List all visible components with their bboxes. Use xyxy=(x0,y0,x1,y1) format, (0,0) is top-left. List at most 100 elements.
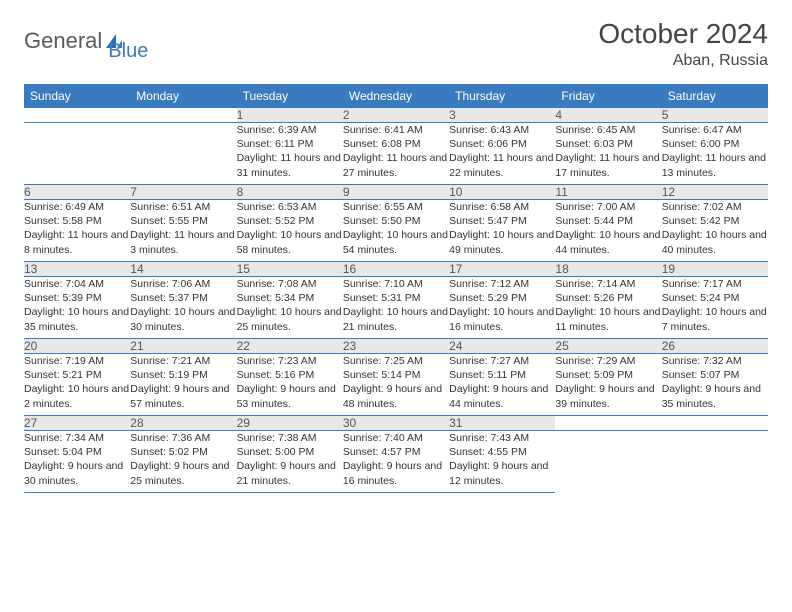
sunrise-line: Sunrise: 6:47 AM xyxy=(662,123,768,137)
day-number-cell: 26 xyxy=(662,339,768,354)
sunrise-line: Sunrise: 6:39 AM xyxy=(237,123,343,137)
sunset-line: Sunset: 5:16 PM xyxy=(237,368,343,382)
day-number-cell: 16 xyxy=(343,262,449,277)
day-number-cell: 4 xyxy=(555,108,661,123)
day-number-row: 2728293031 xyxy=(24,416,768,431)
sunrise-line: Sunrise: 6:43 AM xyxy=(449,123,555,137)
sunset-line: Sunset: 5:37 PM xyxy=(130,291,236,305)
sunrise-line: Sunrise: 7:02 AM xyxy=(662,200,768,214)
daylight-line: Daylight: 10 hours and 7 minutes. xyxy=(662,305,768,333)
day-content-cell: Sunrise: 7:40 AMSunset: 4:57 PMDaylight:… xyxy=(343,431,449,493)
day-number-cell: 1 xyxy=(237,108,343,123)
day-number-cell: 10 xyxy=(449,185,555,200)
sunset-line: Sunset: 6:00 PM xyxy=(662,137,768,151)
sunset-line: Sunset: 6:11 PM xyxy=(237,137,343,151)
daylight-line: Daylight: 11 hours and 27 minutes. xyxy=(343,151,449,179)
day-content-cell: Sunrise: 6:39 AMSunset: 6:11 PMDaylight:… xyxy=(237,123,343,185)
day-content-cell: Sunrise: 7:02 AMSunset: 5:42 PMDaylight:… xyxy=(662,200,768,262)
sunset-line: Sunset: 5:52 PM xyxy=(237,214,343,228)
sunset-line: Sunset: 5:24 PM xyxy=(662,291,768,305)
daylight-line: Daylight: 9 hours and 25 minutes. xyxy=(130,459,236,487)
daylight-line: Daylight: 9 hours and 44 minutes. xyxy=(449,382,555,410)
sunrise-line: Sunrise: 6:51 AM xyxy=(130,200,236,214)
day-number-cell: 18 xyxy=(555,262,661,277)
day-content-cell xyxy=(24,123,130,185)
day-content-cell xyxy=(662,431,768,493)
weekday-header: Friday xyxy=(555,84,661,108)
day-number-cell xyxy=(662,416,768,431)
daylight-line: Daylight: 11 hours and 31 minutes. xyxy=(237,151,343,179)
weekday-header-row: SundayMondayTuesdayWednesdayThursdayFrid… xyxy=(24,84,768,108)
daylight-line: Daylight: 11 hours and 3 minutes. xyxy=(130,228,236,256)
weekday-header: Tuesday xyxy=(237,84,343,108)
sunrise-line: Sunrise: 7:29 AM xyxy=(555,354,661,368)
sunset-line: Sunset: 4:55 PM xyxy=(449,445,555,459)
day-number-cell: 15 xyxy=(237,262,343,277)
daylight-line: Daylight: 11 hours and 8 minutes. xyxy=(24,228,130,256)
daylight-line: Daylight: 10 hours and 54 minutes. xyxy=(343,228,449,256)
day-number-cell: 11 xyxy=(555,185,661,200)
calendar-table: SundayMondayTuesdayWednesdayThursdayFrid… xyxy=(24,84,768,493)
sunset-line: Sunset: 5:04 PM xyxy=(24,445,130,459)
sunset-line: Sunset: 5:11 PM xyxy=(449,368,555,382)
sunset-line: Sunset: 4:57 PM xyxy=(343,445,449,459)
daylight-line: Daylight: 9 hours and 30 minutes. xyxy=(24,459,130,487)
day-number-cell: 5 xyxy=(662,108,768,123)
day-content-cell: Sunrise: 7:27 AMSunset: 5:11 PMDaylight:… xyxy=(449,354,555,416)
daylight-line: Daylight: 9 hours and 57 minutes. xyxy=(130,382,236,410)
calendar-body: 12345 Sunrise: 6:39 AMSunset: 6:11 PMDay… xyxy=(24,108,768,493)
sunrise-line: Sunrise: 7:10 AM xyxy=(343,277,449,291)
day-content-cell: Sunrise: 6:47 AMSunset: 6:00 PMDaylight:… xyxy=(662,123,768,185)
daylight-line: Daylight: 9 hours and 16 minutes. xyxy=(343,459,449,487)
sunrise-line: Sunrise: 7:27 AM xyxy=(449,354,555,368)
daylight-line: Daylight: 10 hours and 2 minutes. xyxy=(24,382,130,410)
day-content-cell: Sunrise: 6:51 AMSunset: 5:55 PMDaylight:… xyxy=(130,200,236,262)
day-content-cell: Sunrise: 7:12 AMSunset: 5:29 PMDaylight:… xyxy=(449,277,555,339)
day-content-cell: Sunrise: 7:34 AMSunset: 5:04 PMDaylight:… xyxy=(24,431,130,493)
sunrise-line: Sunrise: 7:12 AM xyxy=(449,277,555,291)
sunset-line: Sunset: 5:29 PM xyxy=(449,291,555,305)
logo-text-blue: Blue xyxy=(108,40,148,63)
weekday-header: Saturday xyxy=(662,84,768,108)
daylight-line: Daylight: 10 hours and 49 minutes. xyxy=(449,228,555,256)
sunset-line: Sunset: 5:55 PM xyxy=(130,214,236,228)
day-content-cell: Sunrise: 6:49 AMSunset: 5:58 PMDaylight:… xyxy=(24,200,130,262)
daylight-line: Daylight: 9 hours and 21 minutes. xyxy=(237,459,343,487)
day-number-row: 6789101112 xyxy=(24,185,768,200)
sunrise-line: Sunrise: 7:06 AM xyxy=(130,277,236,291)
sunrise-line: Sunrise: 7:25 AM xyxy=(343,354,449,368)
day-content-cell: Sunrise: 7:17 AMSunset: 5:24 PMDaylight:… xyxy=(662,277,768,339)
day-number-cell: 28 xyxy=(130,416,236,431)
sunset-line: Sunset: 5:42 PM xyxy=(662,214,768,228)
daylight-line: Daylight: 11 hours and 13 minutes. xyxy=(662,151,768,179)
daylight-line: Daylight: 9 hours and 39 minutes. xyxy=(555,382,661,410)
day-number-cell: 20 xyxy=(24,339,130,354)
day-content-cell: Sunrise: 7:32 AMSunset: 5:07 PMDaylight:… xyxy=(662,354,768,416)
day-content-cell: Sunrise: 7:14 AMSunset: 5:26 PMDaylight:… xyxy=(555,277,661,339)
logo: General Blue xyxy=(24,18,148,63)
day-number-cell: 30 xyxy=(343,416,449,431)
day-content-cell: Sunrise: 6:45 AMSunset: 6:03 PMDaylight:… xyxy=(555,123,661,185)
sunrise-line: Sunrise: 7:34 AM xyxy=(24,431,130,445)
sunrise-line: Sunrise: 7:23 AM xyxy=(237,354,343,368)
day-number-cell: 9 xyxy=(343,185,449,200)
day-number-cell: 8 xyxy=(237,185,343,200)
sunrise-line: Sunrise: 6:53 AM xyxy=(237,200,343,214)
day-number-cell: 13 xyxy=(24,262,130,277)
title-block: October 2024 Aban, Russia xyxy=(598,18,768,70)
sunset-line: Sunset: 5:00 PM xyxy=(237,445,343,459)
sunrise-line: Sunrise: 7:40 AM xyxy=(343,431,449,445)
day-content-cell: Sunrise: 7:29 AMSunset: 5:09 PMDaylight:… xyxy=(555,354,661,416)
day-number-row: 12345 xyxy=(24,108,768,123)
day-number-cell: 2 xyxy=(343,108,449,123)
sunrise-line: Sunrise: 6:49 AM xyxy=(24,200,130,214)
day-content-cell: Sunrise: 7:19 AMSunset: 5:21 PMDaylight:… xyxy=(24,354,130,416)
sunset-line: Sunset: 5:02 PM xyxy=(130,445,236,459)
day-content-cell: Sunrise: 6:43 AMSunset: 6:06 PMDaylight:… xyxy=(449,123,555,185)
day-number-cell: 7 xyxy=(130,185,236,200)
day-number-cell xyxy=(555,416,661,431)
page-title: October 2024 xyxy=(598,18,768,50)
sunrise-line: Sunrise: 7:00 AM xyxy=(555,200,661,214)
daylight-line: Daylight: 10 hours and 44 minutes. xyxy=(555,228,661,256)
day-number-cell: 29 xyxy=(237,416,343,431)
